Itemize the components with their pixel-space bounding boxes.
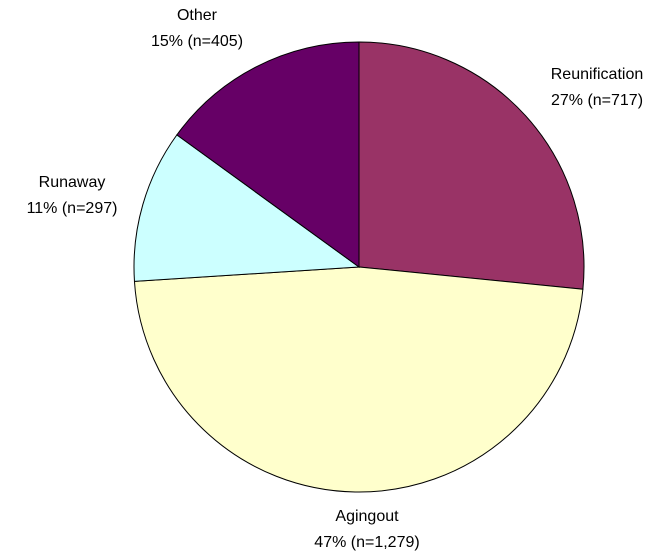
slice-label: Runaway — [39, 174, 106, 191]
pie-slice — [133, 266, 584, 493]
pie-slice — [176, 41, 360, 268]
pie-slice — [133, 134, 361, 282]
slice-label: Other — [177, 7, 218, 24]
slice-value-label: 11% (n=297) — [27, 200, 118, 217]
pie-slice — [358, 41, 585, 290]
slice-value-label: 47% (n=1,279) — [314, 534, 419, 551]
slice-value-label: 15% (n=405) — [151, 33, 243, 50]
slice-label: Agingout — [335, 508, 399, 525]
slice-label: Reunification — [551, 66, 644, 83]
slice-value-label: 27% (n=717) — [551, 92, 643, 109]
